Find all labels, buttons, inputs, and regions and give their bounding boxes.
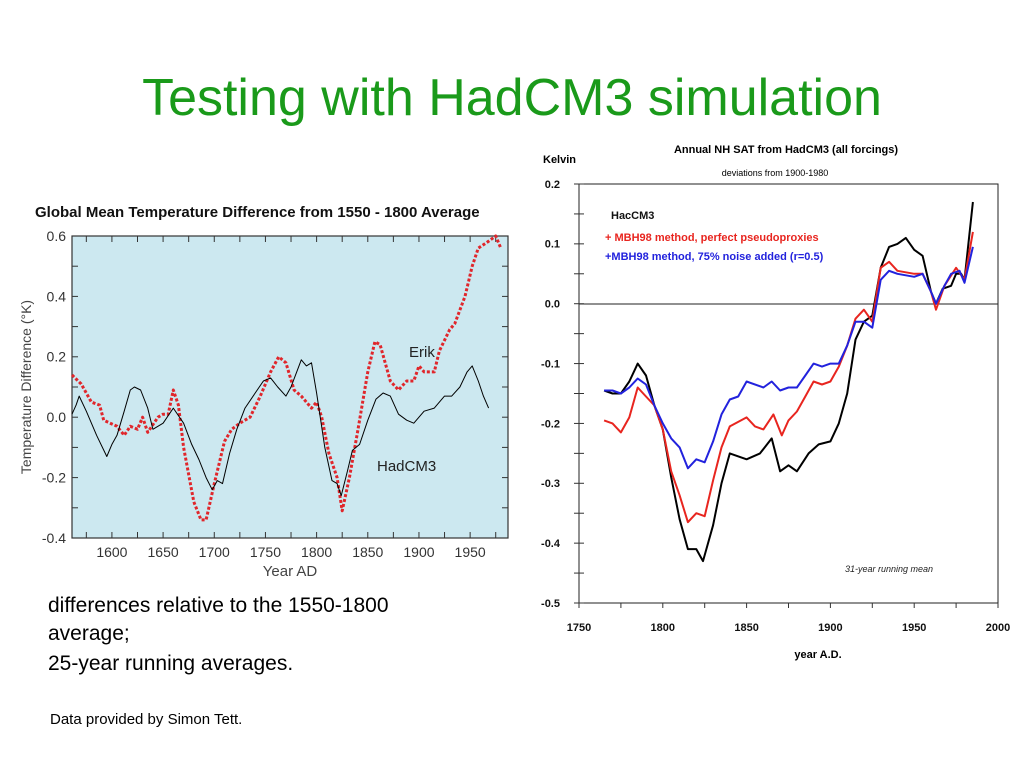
y-tick-label: 0.0 [545,299,560,311]
legend-hadcm3: HacCM3 [611,210,654,222]
annotation-erik: Erik [409,344,435,361]
y-tick-label: -0.1 [541,358,560,370]
x-axis-label: Year AD [263,563,318,580]
y-axis-label: Temperature Difference (°K) [18,300,34,474]
legend-perfect-pseudoproxies: + MBH98 method, perfect pseudoproxies [605,232,819,244]
body-line-2: average; [48,622,130,645]
y-axis-label: Kelvin [543,154,576,166]
x-tick-label: 1750 [250,544,281,560]
x-tick-label: 1850 [352,544,383,560]
x-tick-label: 1850 [734,622,758,634]
x-axis-label: year A.D. [794,649,841,661]
chart-title: Global Mean Temperature Difference from … [35,204,480,221]
body-line-1: differences relative to the 1550-1800 [48,594,389,617]
x-tick-label: 1800 [301,544,332,560]
legend-noise-added: +MBH98 method, 75% noise added (r=0.5) [605,251,824,263]
y-tick-label: 0.2 [545,179,560,191]
y-tick-label: 0.4 [47,288,67,304]
series-line-mbh98-method-perfect-pseudoproxies [603,231,974,524]
x-tick-label: 1950 [902,622,926,634]
y-tick-label: 0.2 [47,349,67,365]
x-tick-label: 1800 [651,622,675,634]
y-tick-label: 0.1 [545,239,560,251]
y-tick-label: -0.2 [42,470,66,486]
global-mean-temperature-chart: Global Mean Temperature Difference from … [18,204,509,580]
chart-title: Annual NH SAT from HadCM3 (all forcings) [674,144,898,156]
x-tick-label: 1650 [148,544,179,560]
body-line-3: 25-year running averages. [48,652,293,675]
y-tick-label: -0.4 [42,530,66,546]
annotation-hadcm3: HadCM3 [377,458,436,475]
x-tick-label: 2000 [986,622,1010,634]
x-tick-label: 1600 [96,544,127,560]
series-line-hadcm3 [71,359,490,497]
y-tick-label: -0.4 [541,538,561,550]
y-tick-label: 0.0 [47,409,67,425]
x-tick-label: 1750 [567,622,591,634]
y-tick-label: 0.6 [47,228,67,244]
running-mean-note: 31-year running mean [845,564,933,574]
y-tick-label: -0.2 [541,418,560,430]
x-tick-label: 1900 [818,622,842,634]
plot-area [578,183,999,604]
slide-title: Testing with HadCM3 simulation [142,69,882,127]
y-tick-label: -0.3 [541,478,560,490]
x-tick-label: 1900 [403,544,434,560]
chart-subtitle: deviations from 1900-1980 [722,168,829,178]
annual-nh-sat-chart: Kelvin Annual NH SAT from HadCM3 (all fo… [541,144,1010,661]
plot-area [71,235,509,539]
x-tick-label: 1950 [455,544,486,560]
series-line-mbh98-method-75-noise-added-r-0-5 [604,246,974,470]
series-line-erik [70,234,503,522]
y-tick-label: -0.5 [541,598,560,610]
credit-text: Data provided by Simon Tett. [50,711,242,728]
x-tick-label: 1700 [199,544,230,560]
